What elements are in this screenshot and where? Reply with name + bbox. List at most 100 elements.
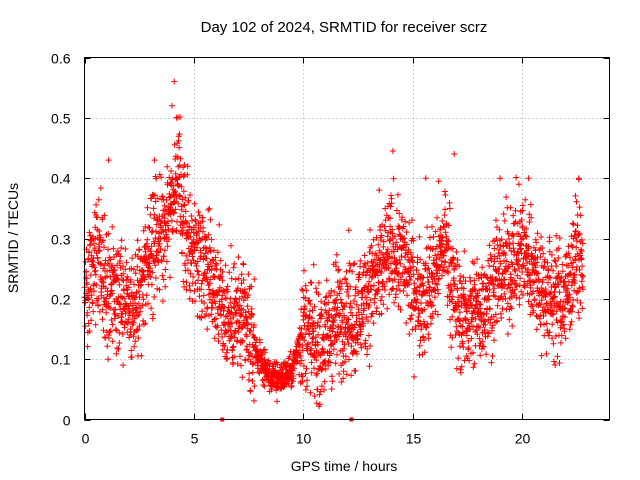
data-point [486, 242, 493, 249]
data-point [172, 206, 179, 213]
data-point [112, 326, 119, 333]
y-tick-label: 0.3 [51, 232, 71, 248]
data-point [549, 335, 556, 342]
data-point [308, 315, 315, 322]
data-point [129, 255, 136, 262]
data-point [354, 329, 361, 336]
data-point [461, 248, 468, 255]
data-point [204, 326, 211, 333]
data-point [162, 266, 169, 273]
data-point [212, 260, 219, 267]
data-point [230, 343, 237, 350]
data-point [99, 278, 106, 285]
data-point [391, 299, 398, 306]
data-point [202, 270, 209, 277]
data-point [323, 293, 330, 300]
data-point [135, 312, 142, 318]
data-point [156, 286, 163, 293]
data-point [476, 335, 483, 342]
data-point [456, 263, 463, 270]
data-point [502, 239, 509, 246]
data-point [238, 312, 245, 319]
data-point [537, 254, 544, 260]
x-tick-label: 20 [515, 431, 531, 447]
data-point [274, 361, 281, 368]
data-point [570, 221, 577, 228]
data-point [516, 295, 523, 302]
data-point [496, 226, 503, 233]
data-point [228, 275, 235, 282]
data-point [481, 318, 487, 325]
data-point [224, 288, 231, 295]
data-point [152, 235, 159, 241]
data-point [340, 375, 347, 382]
data-point [330, 346, 337, 353]
data-point [468, 318, 475, 325]
data-point [329, 378, 336, 385]
data-point [344, 336, 351, 343]
data-point [139, 302, 146, 309]
data-point [162, 283, 169, 290]
data-point [413, 299, 420, 306]
data-point [300, 294, 307, 301]
data-point [248, 283, 255, 290]
data-point [353, 318, 360, 325]
data-point [476, 287, 483, 294]
data-point [165, 226, 172, 233]
data-point [387, 215, 393, 222]
data-point [391, 276, 398, 283]
data-point [486, 306, 493, 313]
data-point [316, 401, 323, 408]
data-point [541, 263, 548, 270]
data-point [182, 262, 189, 269]
data-point [242, 357, 249, 364]
data-point [201, 300, 208, 306]
data-point [122, 310, 129, 317]
data-point [187, 270, 194, 277]
data-point [109, 223, 116, 230]
data-point [458, 363, 465, 370]
data-point [366, 302, 373, 309]
data-point [547, 302, 554, 309]
data-point [578, 278, 585, 285]
data-point [238, 362, 244, 369]
data-point [155, 259, 162, 266]
data-point [297, 360, 304, 367]
data-point [311, 303, 318, 310]
data-point [510, 245, 517, 252]
data-point [325, 299, 332, 306]
data-point [541, 256, 548, 263]
data-point [356, 315, 363, 322]
data-point [423, 324, 430, 331]
data-point [580, 274, 587, 280]
data-point [91, 288, 97, 295]
data-point [315, 319, 321, 326]
data-point [301, 267, 307, 274]
data-point [344, 289, 350, 295]
data-point [237, 353, 243, 360]
data-point [232, 296, 239, 303]
data-point [578, 246, 584, 253]
data-point [224, 283, 231, 290]
data-point [143, 292, 150, 299]
data-point [530, 288, 537, 295]
data-point [414, 284, 421, 291]
data-point [381, 223, 388, 230]
data-point [375, 241, 382, 248]
data-point [499, 305, 506, 312]
data-point [226, 269, 233, 276]
data-point [120, 362, 127, 369]
data-point [371, 256, 378, 263]
data-point [182, 219, 189, 226]
data-point [390, 175, 397, 182]
data-point [198, 280, 205, 287]
data-point [532, 264, 539, 271]
data-point [230, 303, 237, 310]
data-point [534, 259, 541, 266]
data-point [120, 270, 127, 277]
data-point [114, 345, 121, 352]
data-point [84, 309, 91, 316]
data-point [336, 310, 343, 317]
x-tick-label: 5 [191, 431, 199, 447]
data-point [411, 280, 418, 287]
